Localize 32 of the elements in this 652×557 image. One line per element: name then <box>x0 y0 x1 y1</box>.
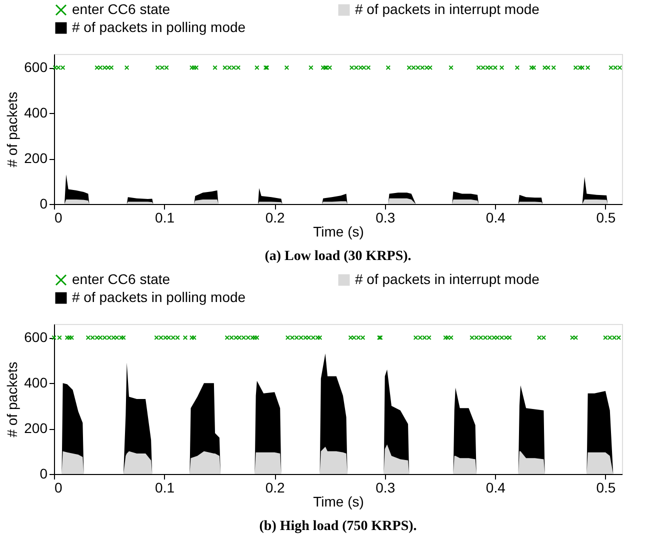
y-axis-title: # of packets <box>4 92 20 168</box>
x-tick-label: 0.1 <box>155 480 175 496</box>
x-axis-title: Time (s) <box>313 224 364 240</box>
legend-label: enter CC6 state <box>72 1 170 17</box>
text: (a) Low load (30 KRPS). <box>264 249 412 264</box>
legend-label: # of packets in polling mode <box>72 289 246 305</box>
x-tick-label: 0.4 <box>486 480 506 496</box>
x-tick-label: 0 <box>54 210 62 226</box>
y-tick-label: 0 <box>40 466 48 482</box>
y-tick-label: 400 <box>24 374 48 391</box>
x-tick-label: 0.5 <box>596 210 616 226</box>
legend-label: enter CC6 state <box>72 271 170 287</box>
x-tick-label: 0.5 <box>596 480 616 496</box>
x-tick-label: 0.3 <box>376 210 396 226</box>
text: (b) High load (750 KRPS). <box>259 519 417 534</box>
x-tick-label: 0.3 <box>376 480 396 496</box>
y-tick-label: 400 <box>24 104 48 121</box>
y-tick-label: 0 <box>40 196 48 212</box>
y-tick-label: 600 <box>24 329 48 346</box>
x-tick-label: 0.4 <box>486 210 506 226</box>
x-tick-label: 0 <box>54 480 62 496</box>
legend-label: # of packets in interrupt mode <box>355 271 540 287</box>
y-axis-title: # of packets <box>4 362 20 438</box>
x-tick-label: 0.2 <box>265 210 286 226</box>
legend-label: # of packets in interrupt mode <box>355 1 540 17</box>
y-tick-label: 600 <box>24 59 48 76</box>
x-tick-label: 0.1 <box>155 210 175 226</box>
y-tick-label: 200 <box>24 150 48 166</box>
legend-label: # of packets in polling mode <box>72 19 246 35</box>
x-tick-label: 0.2 <box>265 480 286 496</box>
x-axis-title: Time (s) <box>313 494 364 510</box>
y-tick-label: 200 <box>24 420 48 436</box>
